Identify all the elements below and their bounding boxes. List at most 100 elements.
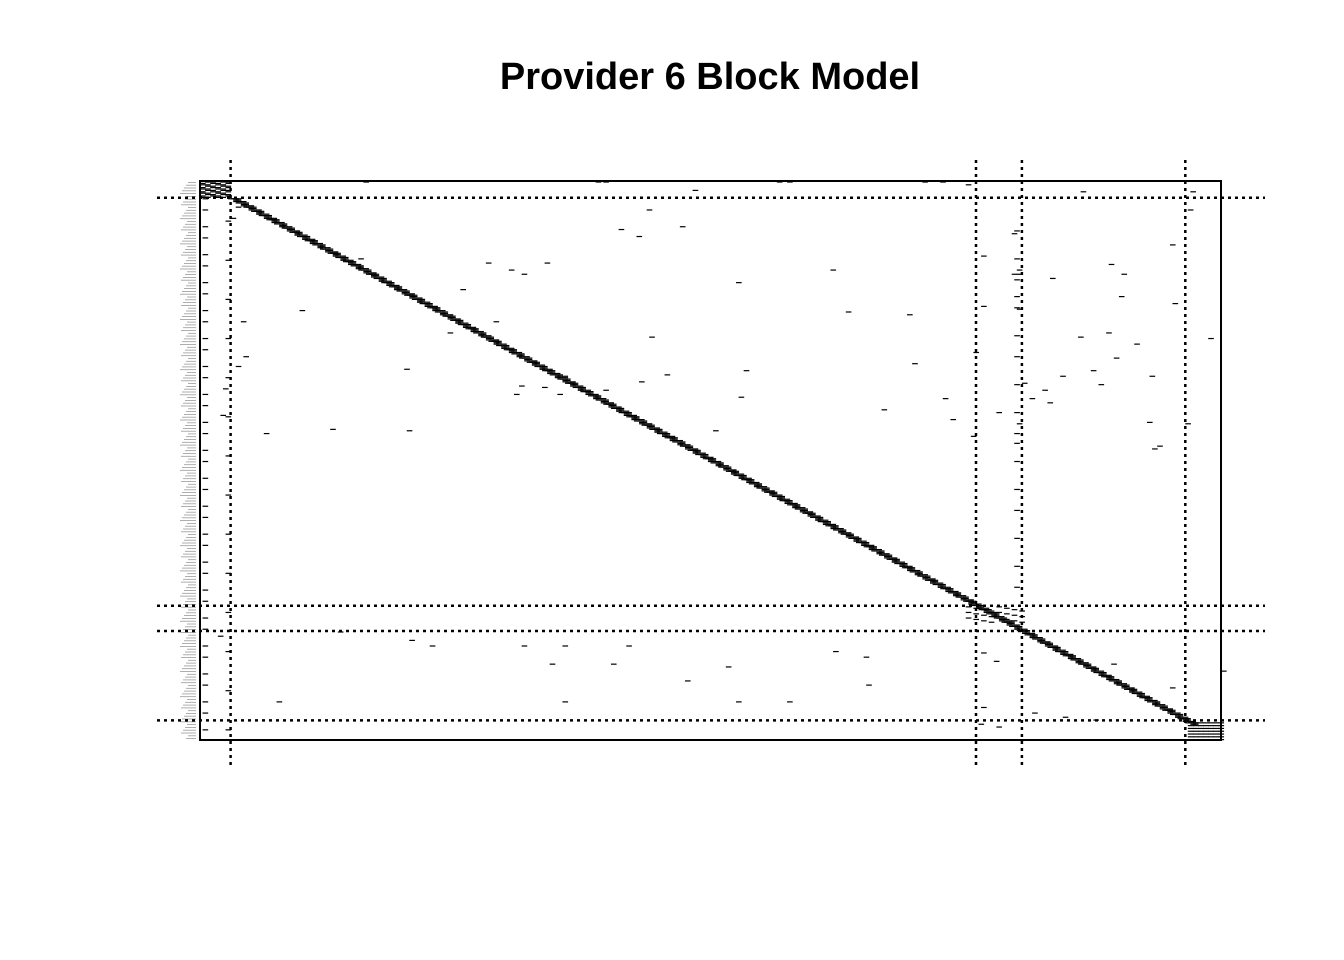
diagonal-tie bbox=[424, 301, 431, 303]
block-tie bbox=[1213, 730, 1219, 732]
off-diagonal-tie bbox=[1011, 233, 1018, 235]
diagonal-tie bbox=[677, 439, 683, 442]
block-tie bbox=[200, 192, 206, 194]
left-column-tie bbox=[202, 477, 209, 479]
diagonal-tie bbox=[692, 448, 699, 450]
diagonal-tie bbox=[1129, 687, 1135, 689]
left-column-tie bbox=[202, 405, 209, 407]
block-tie bbox=[996, 617, 1002, 619]
diagonal-tie bbox=[725, 467, 732, 470]
diagonal-tie bbox=[312, 241, 318, 243]
diagonal-tie bbox=[940, 586, 946, 588]
diagonal-tie bbox=[748, 481, 755, 484]
diagonal-tie bbox=[741, 477, 747, 479]
diagonal-tie bbox=[947, 589, 954, 591]
off-diagonal-tie bbox=[1014, 296, 1020, 298]
off-diagonal-tie bbox=[1016, 423, 1023, 425]
diagonal-tie bbox=[258, 210, 265, 212]
block-tie bbox=[220, 184, 227, 186]
left-column-tie bbox=[202, 505, 209, 507]
diagonal-tie bbox=[718, 462, 724, 464]
diagonal-tie bbox=[991, 611, 997, 614]
block-tie bbox=[215, 182, 221, 185]
diagonal-tie bbox=[776, 494, 783, 496]
diagonal-tie bbox=[664, 432, 671, 435]
diagonal-tie bbox=[1121, 683, 1128, 685]
diagonal-tie bbox=[779, 497, 786, 499]
left-column-tie bbox=[202, 673, 209, 675]
diagonal-tie bbox=[861, 540, 867, 542]
block-tie bbox=[1187, 733, 1194, 735]
diagonal-tie bbox=[1152, 699, 1158, 702]
diagonal-tie bbox=[718, 463, 724, 465]
block-tie bbox=[1203, 730, 1209, 732]
off-diagonal-tie bbox=[1187, 209, 1194, 211]
diagonal-tie bbox=[710, 460, 717, 463]
diagonal-tie bbox=[480, 333, 487, 335]
off-diagonal-tie bbox=[664, 374, 671, 376]
block-tie bbox=[996, 611, 1002, 614]
diagonal-tie bbox=[1024, 632, 1031, 635]
off-diagonal-tie bbox=[692, 189, 699, 191]
diagonal-tie bbox=[656, 431, 663, 433]
diagonal-tie bbox=[319, 247, 326, 249]
diagonal-tie bbox=[580, 388, 586, 390]
diagonal-tie bbox=[348, 259, 354, 261]
diagonal-tie bbox=[618, 410, 625, 412]
block-tie bbox=[225, 185, 232, 187]
diagonal-tie bbox=[1116, 681, 1122, 683]
diagonal-tie bbox=[1078, 662, 1084, 664]
diagonal-tie bbox=[787, 500, 793, 502]
diagonal-tie bbox=[853, 536, 860, 538]
diagonal-tie bbox=[439, 309, 446, 312]
block-tie bbox=[1014, 230, 1020, 232]
diagonal-tie bbox=[787, 502, 793, 505]
diagonal-tie bbox=[427, 305, 433, 307]
diagonal-tie bbox=[508, 347, 515, 349]
diagonal-tie bbox=[1070, 656, 1077, 658]
diagonal-tie bbox=[799, 507, 806, 509]
block-tie bbox=[965, 606, 972, 608]
diagonal-tie bbox=[633, 416, 640, 418]
diagonal-tie bbox=[526, 358, 533, 361]
diagonal-tie bbox=[876, 548, 883, 551]
block-tie bbox=[1213, 722, 1219, 724]
left-column-tie bbox=[202, 337, 209, 340]
diagonal-tie bbox=[256, 209, 262, 211]
off-diagonal-tie bbox=[736, 701, 742, 703]
diagonal-tie bbox=[447, 314, 454, 316]
diagonal-tie bbox=[664, 434, 671, 436]
off-diagonal-tie bbox=[1134, 343, 1140, 345]
block-tie bbox=[205, 181, 211, 183]
diagonal-tie bbox=[641, 420, 648, 422]
diagonal-tie bbox=[409, 293, 415, 295]
diagonal-tie bbox=[289, 230, 295, 232]
off-diagonal-tie bbox=[833, 650, 839, 653]
block-tie bbox=[225, 182, 232, 185]
left-column-tie bbox=[225, 729, 232, 731]
diagonal-tie bbox=[707, 456, 714, 458]
off-diagonal-tie bbox=[912, 363, 918, 365]
off-diagonal-tie bbox=[276, 701, 283, 703]
diagonal-tie bbox=[610, 406, 617, 408]
off-diagonal-tie bbox=[409, 639, 415, 641]
off-diagonal-tie bbox=[981, 706, 987, 709]
left-column-tie bbox=[225, 455, 232, 457]
off-diagonal-tie bbox=[299, 309, 306, 312]
diagonal-tie bbox=[373, 275, 380, 277]
diagonal-tie bbox=[945, 586, 951, 588]
diagonal-tie bbox=[822, 519, 829, 521]
block-tie bbox=[1011, 609, 1018, 611]
off-diagonal-tie bbox=[1032, 712, 1038, 714]
diagonal-tie bbox=[930, 578, 936, 580]
diagonal-tie bbox=[319, 244, 326, 246]
block-tie bbox=[1187, 722, 1194, 724]
diagonal-tie bbox=[363, 268, 369, 270]
diagonal-tie bbox=[235, 200, 242, 203]
diagonal-tie bbox=[952, 590, 959, 593]
diagonal-tie bbox=[909, 567, 916, 569]
diagonal-tie bbox=[557, 377, 563, 379]
diagonal-tie bbox=[771, 491, 778, 493]
diagonal-tie bbox=[723, 465, 729, 467]
off-diagonal-tie bbox=[950, 418, 957, 421]
